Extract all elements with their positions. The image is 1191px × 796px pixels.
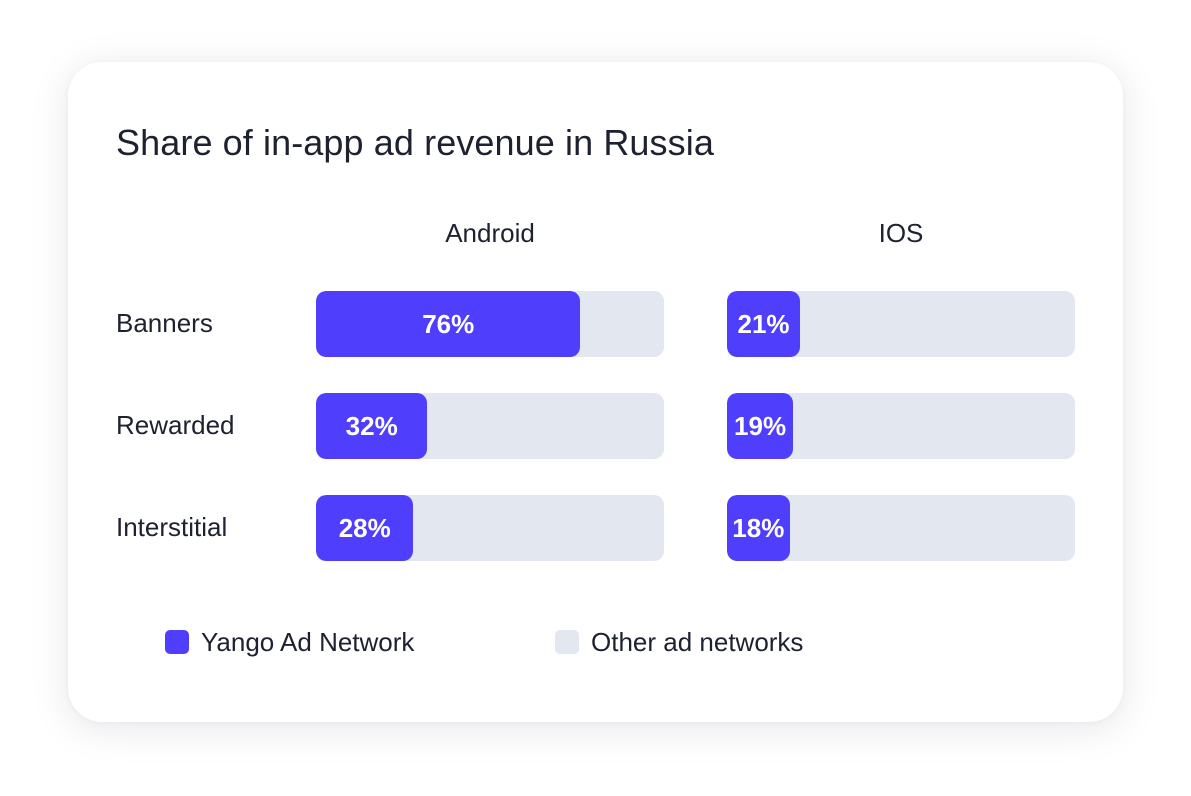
- row-label-rewarded: Rewarded: [116, 410, 235, 440]
- bar-track: 21%: [727, 291, 1075, 357]
- bar-value-label: 18%: [732, 513, 785, 543]
- bar-fill: [727, 393, 794, 459]
- bar-value-label: 76%: [422, 309, 475, 339]
- legend-swatch-yango: [165, 630, 189, 654]
- panel-header-android: Android: [445, 218, 535, 248]
- bar-track: 76%: [316, 291, 664, 357]
- legend-item-yango: Yango Ad Network: [165, 626, 414, 658]
- bar-fill: [727, 495, 790, 561]
- bar-track: 19%: [727, 393, 1075, 459]
- bar-track: 32%: [316, 393, 664, 459]
- bar-fill: [727, 291, 801, 357]
- bar-track: 28%: [316, 495, 664, 561]
- legend-label-other: Other ad networks: [591, 626, 804, 657]
- chart-title: Share of in-app ad revenue in Russia: [116, 122, 714, 163]
- legend-swatch-other: [555, 630, 579, 654]
- bar-value-label: 21%: [737, 309, 790, 339]
- bar-value-label: 28%: [338, 513, 391, 543]
- panel-header-ios: IOS: [878, 218, 924, 248]
- bar-track: 18%: [727, 495, 1075, 561]
- row-label-interstitial: Interstitial: [116, 512, 228, 542]
- bar-fill: [316, 291, 581, 357]
- bar-fill: [316, 393, 428, 459]
- row-label-banners: Banners: [116, 308, 213, 338]
- legend-label-yango: Yango Ad Network: [201, 626, 415, 657]
- chart-card: Share of in-app ad revenue in Russia And…: [68, 62, 1123, 722]
- bar-value-label: 19%: [734, 411, 787, 441]
- bar-fill: [316, 495, 414, 561]
- bar-value-label: 32%: [345, 411, 398, 441]
- legend-item-other: Other ad networks: [555, 626, 803, 658]
